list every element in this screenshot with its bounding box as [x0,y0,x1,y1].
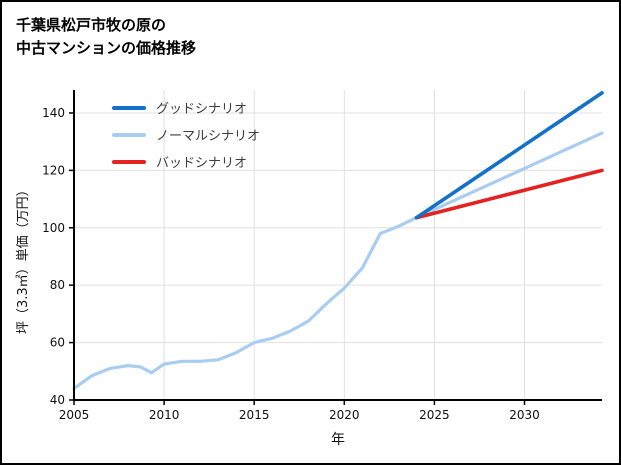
x-tick-label: 2020 [329,408,360,422]
legend-swatch-bad-scenario [112,159,146,164]
bad-scenario-line [414,168,604,220]
legend-item-good-scenario: グッドシナリオ [112,94,260,121]
legend-swatch-good-scenario [112,105,146,110]
y-tick-label: 140 [42,106,65,120]
x-tick-label: 2005 [59,408,90,422]
x-tick-label: 2025 [419,408,450,422]
x-tick-label: 2010 [149,408,180,422]
y-tick-label: 120 [42,163,65,177]
y-tick-label: 60 [50,336,65,350]
y-tick-label: 100 [42,221,65,235]
good-scenario-line [414,91,604,220]
normal-scenario-line [72,131,604,391]
legend-label-good-scenario: グッドシナリオ [156,102,248,117]
x-tick-label: 2015 [239,408,270,422]
chart-title-line1: 千葉県松戸市牧の原の [16,16,167,34]
legend: グッドシナリオ ノーマルシナリオ バッドシナリオ [112,94,260,175]
x-axis-label: 年 [331,432,345,448]
legend-swatch-normal-scenario [112,132,146,137]
legend-item-bad-scenario: バッドシナリオ [112,148,260,175]
chart-title: 千葉県松戸市牧の原の 中古マンションの価格推移 [16,14,196,61]
legend-label-normal-scenario: ノーマルシナリオ [156,129,261,144]
x-tick-label: 2030 [509,408,540,422]
y-axis-label: 坪（3.3㎡）単価（万円） [16,183,31,334]
y-tick-label: 40 [50,393,65,407]
legend-label-bad-scenario: バッドシナリオ [156,156,248,171]
chart-title-line2: 中古マンションの価格推移 [16,39,197,58]
legend-item-normal-scenario: ノーマルシナリオ [112,121,260,148]
y-tick-label: 80 [50,278,65,292]
